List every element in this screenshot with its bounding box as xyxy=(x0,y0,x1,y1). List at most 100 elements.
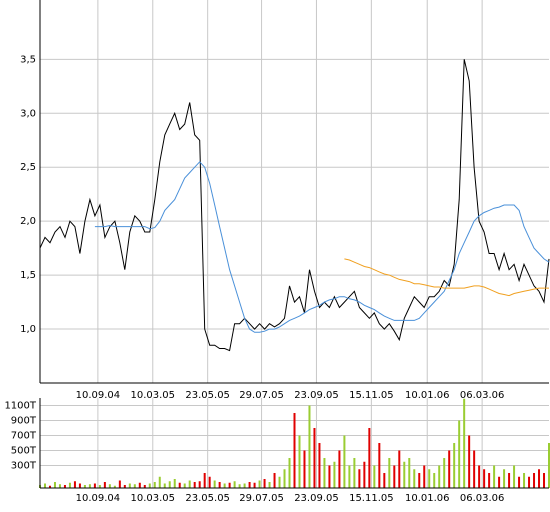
volume-bar xyxy=(308,405,311,488)
volume-bar xyxy=(203,473,206,488)
x-tick-label: 29.07.05 xyxy=(239,493,284,504)
price-line xyxy=(39,59,550,352)
y-tick-label: 2,5 xyxy=(20,162,36,173)
x-tick-label: 10.09.04 xyxy=(76,390,121,401)
x-tick-label: 10.03.05 xyxy=(131,390,176,401)
volume-bar xyxy=(268,482,271,488)
volume-bar xyxy=(373,465,376,488)
volume-bar xyxy=(523,473,526,488)
volume-bar xyxy=(113,485,116,488)
volume-bar xyxy=(258,480,261,488)
volume-bar xyxy=(213,480,216,488)
volume-bar xyxy=(283,469,286,488)
volume-bar xyxy=(543,473,546,488)
y-tick-label: 3,5 xyxy=(20,54,36,65)
volume-bar xyxy=(503,469,506,488)
x-tick-label: 10.01.06 xyxy=(405,390,450,401)
y-tick-label: 300T xyxy=(11,461,37,472)
volume-bar xyxy=(378,443,381,488)
volume-bar xyxy=(408,458,411,488)
volume-bar xyxy=(443,458,446,488)
volume-bar xyxy=(298,435,301,488)
y-tick-label: 1,5 xyxy=(20,270,36,281)
volume-bar xyxy=(48,485,51,488)
volume-bar xyxy=(43,483,46,488)
y-tick-label: 3,0 xyxy=(20,108,36,119)
volume-bar xyxy=(468,435,471,488)
volume-bar xyxy=(198,481,201,488)
volume-bar xyxy=(243,483,246,488)
volume-bar xyxy=(418,473,421,488)
volume-bar xyxy=(188,480,191,488)
x-tick-label: 23.09.05 xyxy=(294,390,339,401)
volume-bar xyxy=(98,485,101,488)
volume-bar xyxy=(218,482,221,488)
y-tick-label: 700T xyxy=(11,431,37,442)
volume-bar xyxy=(428,469,431,488)
volume-bar xyxy=(223,483,226,488)
volume-bar xyxy=(318,443,321,488)
volume-bar xyxy=(548,443,550,488)
x-tick-label: 10.01.06 xyxy=(405,493,450,504)
x-tick-label: 29.07.05 xyxy=(239,390,284,401)
volume-bar xyxy=(93,483,96,488)
volume-bar xyxy=(463,398,466,488)
volume-bar xyxy=(273,473,276,488)
volume-bar xyxy=(183,483,186,488)
volume-bar xyxy=(358,469,361,488)
volume-bar xyxy=(168,481,171,488)
volume-bar xyxy=(193,482,196,488)
volume-bar xyxy=(323,458,326,488)
x-tick-label: 15.11.05 xyxy=(349,493,394,504)
volume-bar xyxy=(123,485,126,488)
volume-bar xyxy=(433,473,436,488)
volume-bar xyxy=(263,479,266,488)
volume-bar xyxy=(328,465,331,488)
volume-bar xyxy=(388,458,391,488)
volume-bar xyxy=(508,473,511,488)
volume-bar xyxy=(333,461,336,488)
volume-bar xyxy=(238,484,241,488)
volume-bar xyxy=(488,473,491,488)
volume-bar xyxy=(128,483,131,488)
y-tick-label: 900T xyxy=(11,416,37,427)
volume-bar xyxy=(478,465,481,488)
volume-bar xyxy=(68,482,71,488)
volume-bar xyxy=(143,485,146,488)
y-tick-label: 2,0 xyxy=(20,216,36,227)
volume-bar xyxy=(53,482,56,488)
volume-bar xyxy=(533,473,536,488)
volume-bar xyxy=(343,435,346,488)
y-tick-label: 1100T xyxy=(4,401,36,412)
volume-bar xyxy=(208,476,211,488)
volume-bar xyxy=(448,450,451,488)
x-tick-label: 15.11.05 xyxy=(349,390,394,401)
volume-bar xyxy=(513,465,516,488)
volume-bar xyxy=(63,485,66,488)
x-tick-label: 06.03.06 xyxy=(460,390,505,401)
volume-bar xyxy=(383,473,386,488)
volume-bar xyxy=(393,465,396,488)
x-tick-label: 06.03.06 xyxy=(460,493,505,504)
volume-bar xyxy=(58,484,61,488)
volume-bar xyxy=(473,450,476,488)
volume-bar xyxy=(518,476,521,488)
volume-bar xyxy=(438,465,441,488)
volume-bar xyxy=(453,443,456,488)
y-tick-label: 500T xyxy=(11,446,37,457)
x-tick-label: 23.05.05 xyxy=(185,493,230,504)
volume-bar xyxy=(138,482,141,488)
volume-bar xyxy=(173,479,176,488)
volume-bar xyxy=(88,484,91,488)
volume-bar xyxy=(178,482,181,488)
volume-bar xyxy=(148,483,151,488)
volume-bar xyxy=(363,461,366,488)
volume-bar xyxy=(248,482,251,488)
volume-bar xyxy=(103,482,106,488)
volume-bar xyxy=(538,469,541,488)
volume-bar xyxy=(73,481,76,488)
volume-bar xyxy=(398,450,401,488)
volume-bar xyxy=(403,461,406,488)
volume-bar xyxy=(118,480,121,488)
